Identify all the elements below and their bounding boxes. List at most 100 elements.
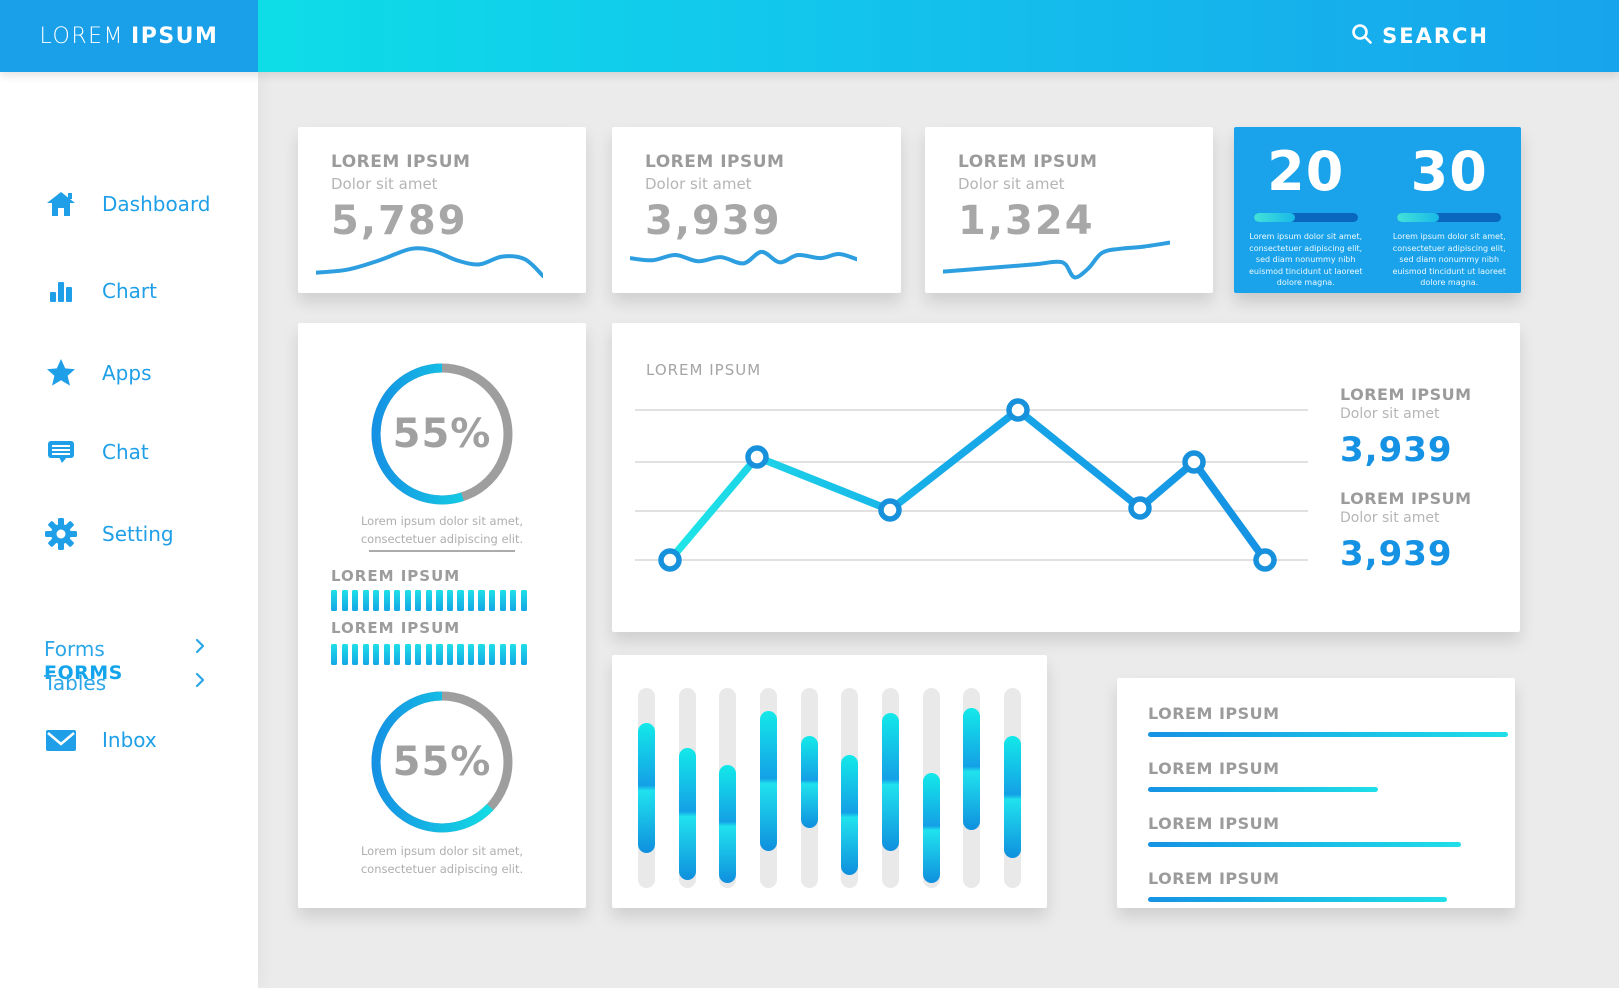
stat-value: 3,939 [1340, 534, 1453, 574]
stat-subtitle: Dolor sit amet [1340, 406, 1440, 422]
segmented-bar [331, 644, 527, 665]
bar-chart-card [612, 655, 1047, 908]
bar [881, 688, 899, 888]
sidebar-item-apps[interactable]: Apps [0, 347, 258, 399]
bar [922, 688, 940, 888]
progress-label: LOREM IPSUM [1148, 869, 1280, 888]
stat-card-subtitle: Dolor sit amet [331, 175, 438, 193]
stat-card-value: 5,789 [331, 198, 468, 244]
donut-percentage: 55% [392, 739, 492, 785]
donut-caption: Lorem ipsum dolor sit amet, consectetuer… [360, 844, 524, 876]
chart-title: LOREM IPSUM [646, 361, 762, 379]
donut-percentage: 55% [392, 411, 492, 457]
kpi-progress-bar [1253, 213, 1358, 222]
stat-card: LOREM IPSUM Dolor sit amet 5,789 [298, 127, 586, 293]
kpi-progress-bar [1397, 213, 1502, 222]
sidebar-item-label: Apps [102, 361, 152, 385]
bar [1003, 688, 1021, 888]
kpi-progress-fill [1253, 213, 1296, 222]
stat-card-value: 3,939 [645, 198, 782, 244]
search-icon [1351, 23, 1373, 50]
bar [678, 688, 696, 888]
bar [800, 688, 818, 888]
progress-row: LOREM IPSUM [1148, 704, 1508, 737]
progress-row: LOREM IPSUM [1148, 814, 1508, 847]
progress-line [1148, 787, 1379, 792]
stat-title: LOREM IPSUM [1340, 489, 1472, 508]
logo-text-light: LOREM [39, 23, 125, 49]
sidebar-item-label: Chart [102, 279, 157, 303]
kpi-value: 20 [1267, 140, 1345, 203]
sidebar-item-label: Setting [102, 522, 174, 546]
sidebar-item-chat[interactable]: Chat [0, 426, 258, 478]
sidebar-item-label: Inbox [102, 728, 157, 752]
sidebar-item-inbox[interactable]: Inbox [0, 714, 258, 766]
donut-chart: 55% [362, 354, 522, 514]
donut-caption: Lorem ipsum dolor sit amet, consectetuer… [360, 514, 524, 546]
bar [719, 688, 737, 888]
kpi-card: 20 Lorem ipsum dolor sit amet, consectet… [1234, 127, 1521, 293]
bar [638, 688, 655, 888]
line-chart-card: LOREM IPSUM LOREM IPSUM Dolor sit amet 3… [612, 323, 1520, 632]
chart-side-stat: LOREM IPSUM Dolor sit amet 3,939 [1340, 489, 1510, 574]
sidebar-section-heading: FORMS [44, 662, 123, 684]
sidebar-link-label: Forms [44, 637, 105, 661]
progress-label: LOREM IPSUM [1148, 759, 1280, 778]
stat-card-subtitle: Dolor sit amet [958, 175, 1065, 193]
bar-chart-icon [44, 274, 78, 308]
stat-card-title: LOREM IPSUM [958, 152, 1098, 172]
chart-side-stat: LOREM IPSUM Dolor sit amet 3,939 [1340, 385, 1510, 470]
bar-chart [638, 688, 1021, 888]
kpi-item: 20 Lorem ipsum dolor sit amet, consectet… [1234, 127, 1378, 293]
sidebar: Dashboard Chart Apps Chat [0, 72, 258, 988]
bar [759, 688, 777, 888]
sidebar-item-label: Chat [102, 440, 149, 464]
logo-text-bold: IPSUM [131, 23, 219, 49]
sidebar-item-forms[interactable]: Forms [0, 632, 258, 666]
sidebar-item-chart[interactable]: Chart [0, 265, 258, 317]
kpi-progress-fill [1397, 213, 1439, 222]
search-label: SEARCH [1382, 24, 1489, 48]
chat-bubble-icon [44, 435, 78, 469]
sidebar-link-label: Tables [44, 671, 107, 695]
progress-row: LOREM IPSUM [1148, 869, 1508, 902]
stat-card: LOREM IPSUM Dolor sit amet 3,939 [612, 127, 901, 293]
sparkline-chart [316, 228, 543, 280]
bar [963, 688, 981, 888]
stat-value: 3,939 [1340, 430, 1453, 470]
stat-subtitle: Dolor sit amet [1340, 510, 1440, 526]
stat-card: LOREM IPSUM Dolor sit amet 1,324 [925, 127, 1213, 293]
sidebar-item-setting[interactable]: Setting [0, 508, 258, 560]
progress-label: LOREM IPSUM [1148, 814, 1280, 833]
sidebar-item-dashboard[interactable]: Dashboard [0, 178, 258, 230]
chevron-right-icon [194, 636, 206, 660]
sparkline-chart [630, 228, 857, 280]
dash-row-label: LOREM IPSUM [331, 619, 461, 637]
stat-card-title: LOREM IPSUM [331, 152, 471, 172]
sidebar-item-label: Dashboard [102, 192, 211, 216]
chevron-right-icon [194, 670, 206, 694]
progress-label: LOREM IPSUM [1148, 704, 1280, 723]
search-button[interactable]: SEARCH [1351, 0, 1489, 72]
sidebar-item-tables[interactable]: Tables [0, 666, 258, 700]
progress-line [1148, 897, 1447, 902]
envelope-icon [44, 723, 78, 757]
kpi-value: 30 [1410, 140, 1488, 203]
donut-card: 55% Lorem ipsum dolor sit amet, consecte… [298, 323, 586, 908]
progress-card: LOREM IPSUM LOREM IPSUM LOREM IPSUM LORE… [1117, 678, 1515, 908]
star-icon [44, 356, 78, 390]
stat-card-subtitle: Dolor sit amet [645, 175, 752, 193]
top-bar: SEARCH [0, 0, 1619, 72]
stat-card-title: LOREM IPSUM [645, 152, 785, 172]
gear-icon [44, 517, 78, 551]
progress-row: LOREM IPSUM [1148, 759, 1508, 792]
line-chart [635, 398, 1308, 572]
app-logo: LOREM IPSUM [0, 0, 258, 72]
kpi-item: 30 Lorem ipsum dolor sit amet, consectet… [1378, 127, 1522, 293]
progress-line [1148, 842, 1462, 847]
kpi-caption: Lorem ipsum dolor sit amet, consectetuer… [1392, 232, 1506, 288]
sparkline-chart [943, 228, 1170, 280]
stat-title: LOREM IPSUM [1340, 385, 1472, 404]
bar [841, 688, 859, 888]
segmented-bar [331, 590, 527, 611]
